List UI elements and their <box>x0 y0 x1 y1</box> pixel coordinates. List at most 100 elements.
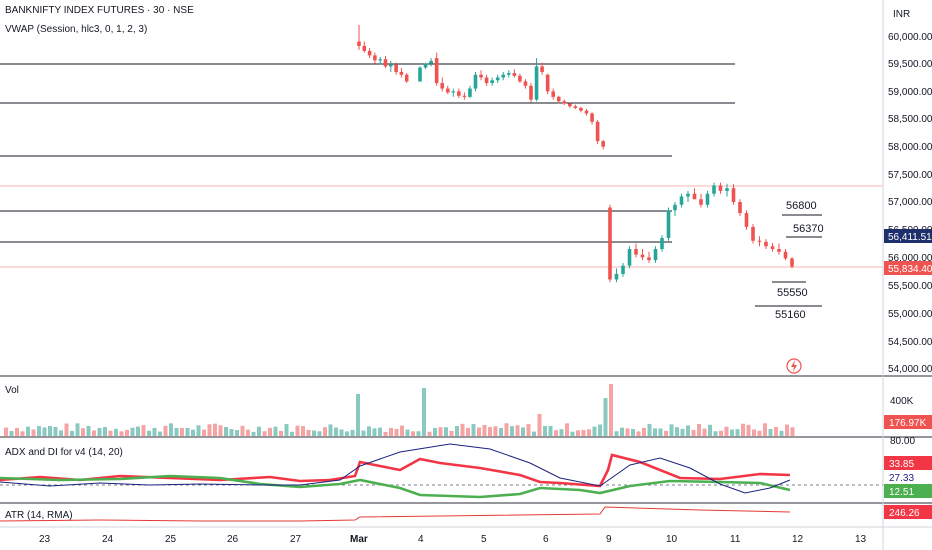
candle-body[interactable] <box>423 63 428 68</box>
volume-bar <box>510 426 514 436</box>
volume-bar <box>587 429 591 436</box>
candle-body[interactable] <box>473 74 478 89</box>
candle-body[interactable] <box>523 81 528 86</box>
candles-group <box>357 24 794 283</box>
volume-bar <box>312 430 316 436</box>
candle-body[interactable] <box>640 254 645 258</box>
candle-body[interactable] <box>738 202 742 214</box>
candle-body[interactable] <box>712 185 716 194</box>
candle-body[interactable] <box>545 74 550 92</box>
candle-body[interactable] <box>751 226 755 241</box>
candle-body[interactable] <box>551 91 555 97</box>
price-tick: 59,500.00 <box>888 59 932 70</box>
candle-body[interactable] <box>562 101 567 104</box>
time-tick: 23 <box>39 534 51 545</box>
candle-body[interactable] <box>764 241 768 247</box>
candle-body[interactable] <box>362 45 367 51</box>
lightning-icon[interactable] <box>786 358 802 374</box>
candle-body[interactable] <box>673 204 677 211</box>
candle-body[interactable] <box>568 103 572 107</box>
candle-body[interactable] <box>468 88 472 97</box>
candle-body[interactable] <box>790 258 794 267</box>
candle-body[interactable] <box>608 207 612 280</box>
candle-body[interactable] <box>614 273 619 280</box>
candle-body[interactable] <box>367 50 372 56</box>
volume-bar <box>163 425 168 436</box>
candle-body[interactable] <box>445 88 450 93</box>
candle-body[interactable] <box>462 95 467 97</box>
candle-body[interactable] <box>699 199 703 205</box>
candle-body[interactable] <box>399 71 404 75</box>
candle-body[interactable] <box>501 74 506 78</box>
candle-body[interactable] <box>757 240 762 242</box>
volume-bar <box>631 429 635 436</box>
candle-body[interactable] <box>666 210 671 238</box>
candle-body[interactable] <box>451 91 456 93</box>
time-tick: 11 <box>730 534 741 545</box>
candle-body[interactable] <box>457 91 461 96</box>
candle-body[interactable] <box>534 66 539 100</box>
candle-body[interactable] <box>679 196 684 205</box>
volume-bar <box>713 431 718 436</box>
candle-body[interactable] <box>556 96 561 102</box>
candle-body[interactable] <box>434 58 439 84</box>
candle-body[interactable] <box>357 41 361 46</box>
candle-body[interactable] <box>725 188 729 191</box>
candle-body[interactable] <box>660 237 664 250</box>
candle-body[interactable] <box>490 80 494 84</box>
candle-body[interactable] <box>440 83 444 89</box>
candle-body[interactable] <box>579 107 583 111</box>
currency-label[interactable]: INR <box>893 9 910 20</box>
candle-body[interactable] <box>584 110 589 114</box>
candle-body[interactable] <box>389 64 393 67</box>
candle-body[interactable] <box>770 246 775 250</box>
volume-bar <box>422 388 426 436</box>
candle-body[interactable] <box>718 185 723 191</box>
candle-body[interactable] <box>529 85 533 100</box>
candle-body[interactable] <box>484 77 489 84</box>
candle-body[interactable] <box>634 249 638 255</box>
candle-body[interactable] <box>601 141 605 147</box>
volume-bar <box>81 428 85 436</box>
di-plus-badge <box>884 484 932 498</box>
candle-body[interactable] <box>731 188 736 202</box>
candle-body[interactable] <box>744 213 749 227</box>
candle-body[interactable] <box>479 74 483 78</box>
candle-body[interactable] <box>647 257 651 261</box>
volume-bar <box>229 429 234 436</box>
candle-body[interactable] <box>418 67 422 82</box>
candle-body[interactable] <box>627 249 632 266</box>
volume-bar <box>559 429 564 436</box>
candle-body[interactable] <box>573 106 578 108</box>
volume-bar <box>774 426 778 436</box>
candle-body[interactable] <box>590 113 594 122</box>
candle-body[interactable] <box>540 66 544 72</box>
candle-body[interactable] <box>595 121 600 142</box>
candle-body[interactable] <box>495 77 500 81</box>
candle-body[interactable] <box>383 59 388 67</box>
candle-body[interactable] <box>394 64 398 72</box>
candle-body[interactable] <box>777 249 781 252</box>
candle-body[interactable] <box>783 251 788 259</box>
candle-body[interactable] <box>512 73 517 76</box>
volume-bar <box>202 429 206 436</box>
adx-value: 27.33 <box>889 473 914 484</box>
candle-body[interactable] <box>686 193 690 197</box>
candle-body[interactable] <box>373 55 377 61</box>
candle-body[interactable] <box>378 59 382 61</box>
candle-body[interactable] <box>653 249 658 261</box>
price-tick: 57,000.00 <box>888 197 932 208</box>
vwap-price-badge <box>884 229 932 243</box>
di-plus-value: 12.51 <box>889 487 914 498</box>
candle-body[interactable] <box>705 193 710 205</box>
adx-tick: 80.00 <box>890 436 915 447</box>
volume-bar <box>42 427 47 436</box>
candle-body[interactable] <box>429 60 433 64</box>
candle-body[interactable] <box>507 73 511 75</box>
candle-body[interactable] <box>404 74 409 82</box>
candle-body[interactable] <box>692 193 697 200</box>
volume-bar <box>400 425 404 436</box>
candle-body[interactable] <box>518 75 522 82</box>
candle-body[interactable] <box>621 265 625 274</box>
